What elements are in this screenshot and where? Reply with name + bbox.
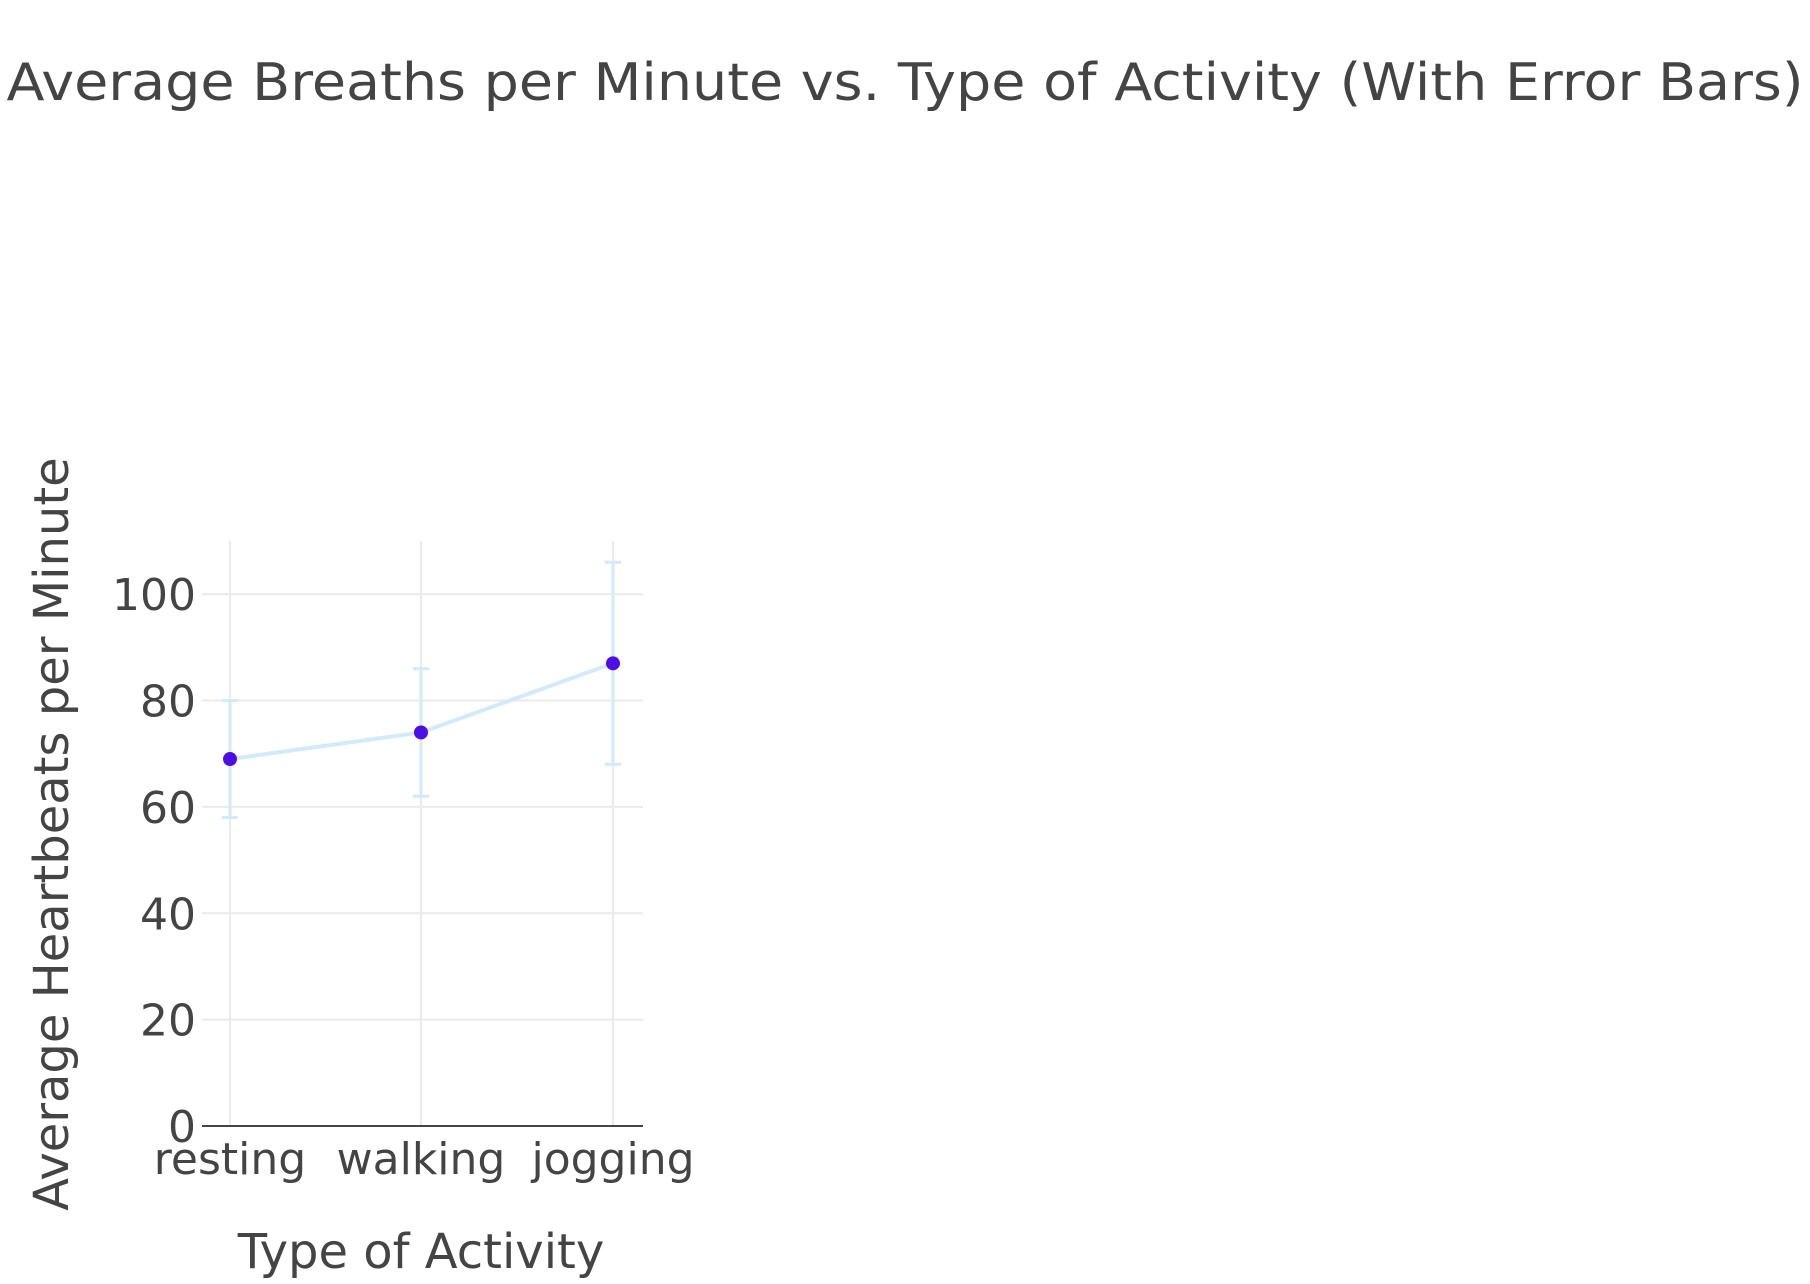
series-line-segment-walking-jogging — [420, 661, 614, 735]
y-tick-label-20: 20 — [140, 996, 196, 1047]
y-tick-label-100: 100 — [112, 570, 196, 621]
data-layer — [222, 560, 621, 820]
text-layer: Average Breaths per Minute vs. Type of A… — [7, 53, 1804, 1280]
series-line-segment-resting-walking — [229, 730, 422, 762]
x-tick-label-jogging: jogging — [530, 1134, 694, 1185]
x-axis-label: Type of Activity — [237, 1224, 605, 1280]
y-axis-label: Average Heartbeats per Minute — [24, 457, 80, 1210]
grid-layer — [202, 541, 643, 1126]
data-point-walking — [414, 725, 428, 740]
y-tick-label-80: 80 — [140, 677, 196, 728]
x-tick-label-resting: resting — [154, 1134, 306, 1185]
x-tick-label-walking: walking — [337, 1134, 506, 1185]
y-tick-label-40: 40 — [140, 889, 196, 940]
data-point-resting — [223, 752, 237, 767]
data-point-jogging — [606, 656, 620, 671]
chart-title: Average Breaths per Minute vs. Type of A… — [7, 53, 1804, 113]
y-tick-label-60: 60 — [140, 783, 196, 834]
y-tick-label-0: 0 — [168, 1102, 196, 1153]
